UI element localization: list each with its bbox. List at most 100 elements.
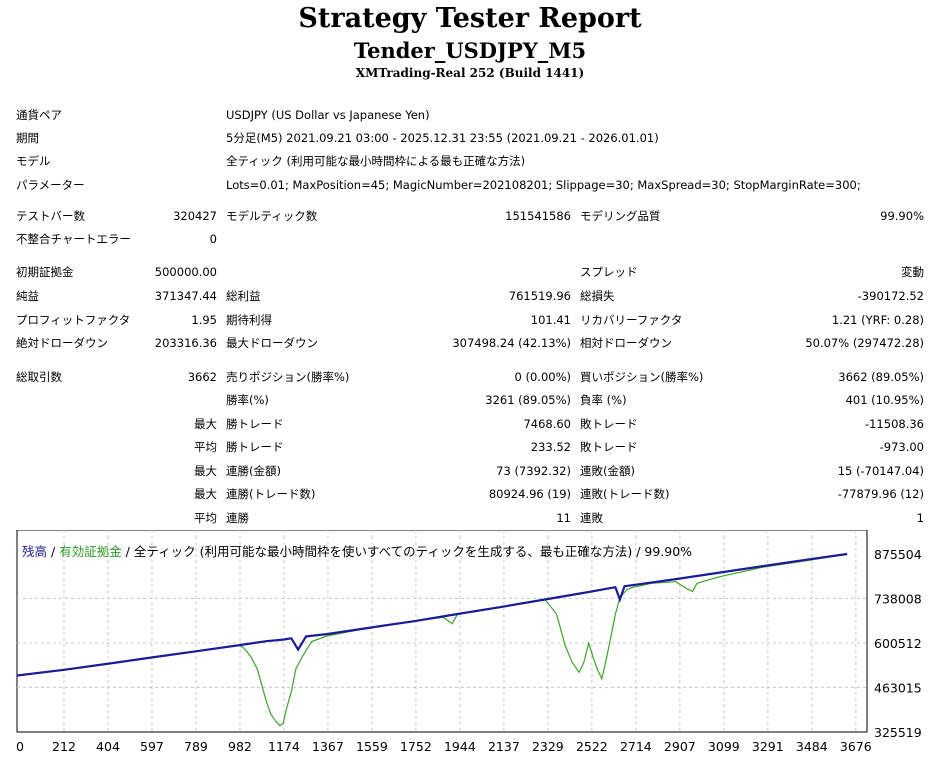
- x-tick-label: 404: [96, 739, 120, 754]
- trades-label: 総取引数: [16, 370, 62, 384]
- spread-value: 変動: [901, 265, 924, 279]
- bars-value: 320427: [173, 209, 217, 223]
- y-tick-label: 738008: [874, 592, 922, 607]
- gross-loss-value: -390172.52: [857, 289, 924, 303]
- winrate-label: 勝率(%): [226, 393, 269, 407]
- lossrate-value: 401 (10.95%): [845, 393, 924, 407]
- max-word: 最大: [194, 417, 217, 431]
- plot-frame: [16, 530, 868, 733]
- x-tick-label: 2714: [620, 739, 652, 754]
- net-label: 純益: [16, 289, 39, 303]
- legend-description: / 全ティック (利用可能な最小時間枠を使いすべてのティックを生成する、最も正確…: [121, 544, 693, 559]
- avg-cons-win-value: 11: [556, 511, 571, 525]
- quality-value: 99.90%: [880, 209, 924, 223]
- x-tick-label: 0: [16, 739, 24, 754]
- max-dd-label: 最大ドローダウン: [226, 336, 318, 350]
- x-tick-label: 1367: [312, 739, 344, 754]
- info-value-pair: USDJPY (US Dollar vs Japanese Yen): [226, 108, 430, 122]
- x-tick-label: 3676: [840, 739, 872, 754]
- info-label-period: 期間: [16, 131, 39, 145]
- info-value-period: 5分足(M5) 2021.09.21 03:00 - 2025.12.31 23…: [226, 131, 659, 145]
- y-tick-label: 325519: [874, 725, 922, 740]
- recovery-label: リカバリーファクタ: [580, 313, 683, 327]
- largest-win-value: 7468.60: [523, 417, 571, 431]
- x-tick-label: 3291: [752, 739, 784, 754]
- lossrate-label: 負率 (%): [580, 393, 627, 407]
- x-tick-label: 2907: [664, 739, 696, 754]
- largest-loss-label: 敗トレード: [580, 417, 638, 431]
- spread-label: スプレッド: [580, 265, 638, 279]
- server-build: XMTrading-Real 252 (Build 1441): [355, 66, 585, 80]
- x-tick-label: 3484: [796, 739, 828, 754]
- max-dd-value: 307498.24 (42.13%): [452, 336, 571, 350]
- expected-value: 101.41: [530, 313, 571, 327]
- info-value-params: Lots=0.01; MaxPosition=45; MagicNumber=2…: [226, 178, 861, 192]
- largest-loss-value: -11508.36: [864, 417, 924, 431]
- avg-win-value: 233.52: [530, 440, 571, 454]
- ticks-value: 151541586: [505, 209, 571, 223]
- x-tick-label: 2522: [576, 739, 608, 754]
- max-cons-win-label: 連勝(金額): [226, 464, 281, 478]
- largest-win-label: 勝トレード: [226, 417, 284, 431]
- short-label: 売りポジション(勝率%): [226, 370, 350, 384]
- x-tick-label: 2137: [488, 739, 520, 754]
- avg-word: 平均: [194, 511, 217, 525]
- report-title: Strategy Tester Report: [298, 3, 642, 34]
- info-label-model: モデル: [16, 154, 51, 168]
- x-tick-label: 2329: [532, 739, 564, 754]
- x-tick-label: 1174: [268, 739, 300, 754]
- pf-label: プロフィットファクタ: [16, 313, 131, 327]
- pf-value: 1.95: [191, 313, 217, 327]
- max-cons-win-value: 73 (7392.32): [496, 464, 571, 478]
- rel-dd-label: 相対ドローダウン: [580, 336, 672, 350]
- mismatch-value: 0: [209, 232, 217, 246]
- long-label: 買いポジション(勝率%): [580, 370, 704, 384]
- net-value: 371347.44: [154, 289, 217, 303]
- info-label-params: パラメーター: [16, 178, 85, 192]
- max-word: 最大: [194, 464, 217, 478]
- avg-win-label: 勝トレード: [226, 440, 284, 454]
- recovery-value: 1.21 (YRF: 0.28): [831, 313, 924, 327]
- expected-label: 期待利得: [226, 313, 272, 327]
- max-cons-profit-label: 連勝(トレード数): [226, 487, 316, 501]
- avg-loss-label: 敗トレード: [580, 440, 638, 454]
- report-subtitle: Tender_USDJPY_M5: [353, 38, 587, 63]
- ticks-label: モデルティック数: [226, 209, 318, 223]
- max-cons-loss-label: 連敗(金額): [580, 464, 635, 478]
- deposit-label: 初期証拠金: [16, 265, 74, 279]
- winrate-value: 3261 (89.05%): [485, 393, 571, 407]
- balance-line: [16, 552, 848, 677]
- chart-legend: 残高 / 有効証拠金 / 全ティック (利用可能な最小時間枠を使いすべてのティッ…: [22, 541, 692, 560]
- gross-profit-value: 761519.96: [508, 289, 571, 303]
- max-cons-lossamt-label: 連敗(トレード数): [580, 487, 670, 501]
- long-value: 3662 (89.05%): [838, 370, 924, 384]
- mismatch-label: 不整合チャートエラー: [16, 232, 131, 246]
- deposit-value: 500000.00: [154, 265, 217, 279]
- max-word: 最大: [194, 487, 217, 501]
- legend-equity: 有効証拠金: [59, 544, 122, 559]
- avg-word: 平均: [194, 440, 217, 454]
- max-cons-lossamt-value: -77879.96 (12): [837, 487, 924, 501]
- legend-balance: 残高: [22, 544, 48, 559]
- avg-cons-loss-label: 連敗: [580, 511, 603, 525]
- short-value: 0 (0.00%): [514, 370, 571, 384]
- x-tick-label: 597: [140, 739, 164, 754]
- y-tick-label: 600512: [874, 636, 922, 651]
- trades-value: 3662: [187, 370, 217, 384]
- x-tick-label: 789: [184, 739, 208, 754]
- x-tick-label: 982: [228, 739, 252, 754]
- bars-label: テストバー数: [16, 209, 85, 223]
- rel-dd-value: 50.07% (297472.28): [805, 336, 924, 350]
- x-tick-label: 1559: [356, 739, 388, 754]
- abs-dd-value: 203316.36: [154, 336, 217, 350]
- balance-chart: 875504 738008 600512 463015 325519 0 212 404 597…: [16, 530, 922, 754]
- y-tick-label: 463015: [874, 681, 922, 696]
- max-cons-profit-value: 80924.96 (19): [488, 487, 571, 501]
- avg-cons-win-label: 連勝: [226, 511, 249, 525]
- legend-separator: /: [47, 544, 60, 559]
- x-tick-label: 1944: [444, 739, 476, 754]
- abs-dd-label: 絶対ドローダウン: [16, 336, 108, 350]
- info-value-model: 全ティック (利用可能な最小時間枠による最も正確な方法): [226, 154, 526, 168]
- avg-cons-loss-value: 1: [916, 511, 924, 525]
- gross-loss-label: 総損失: [580, 289, 615, 303]
